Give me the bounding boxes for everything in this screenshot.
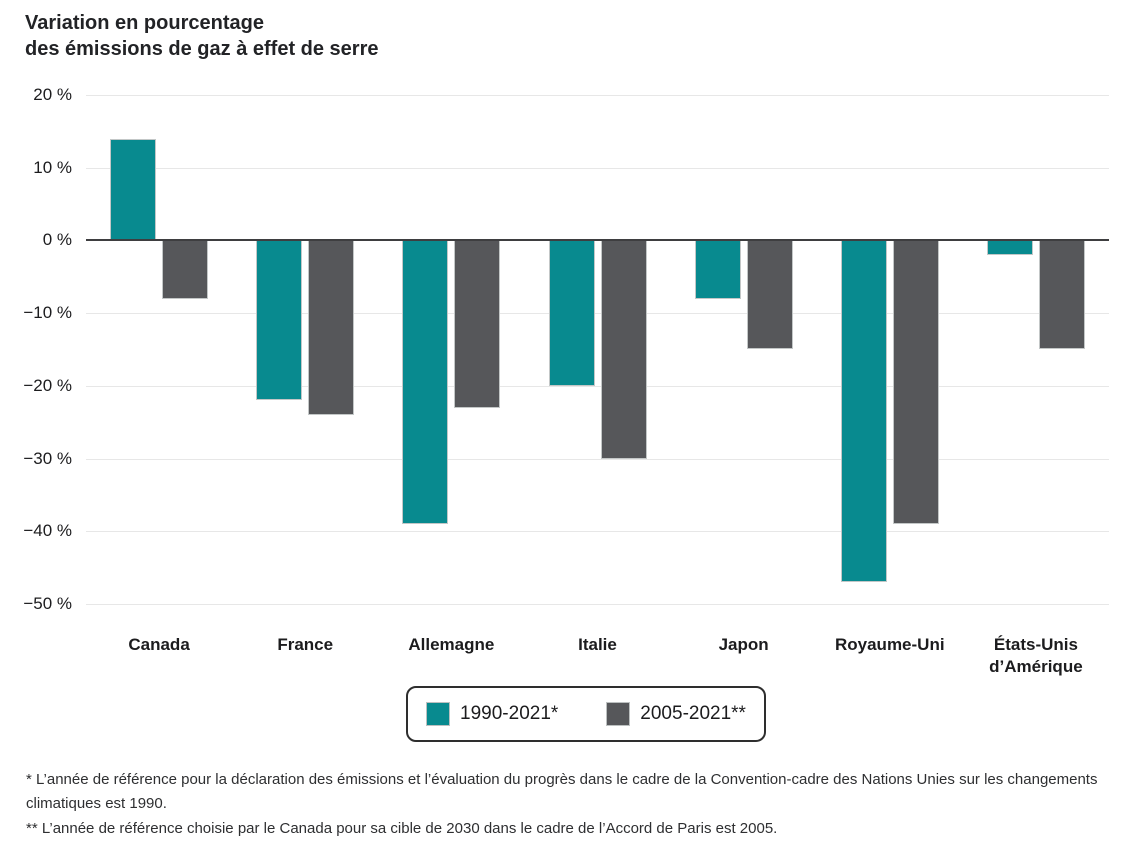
gridline	[86, 313, 1109, 315]
bar-1990-2021	[110, 138, 157, 241]
legend-swatch-1990-2021	[426, 702, 451, 726]
bar-1990-2021	[694, 240, 741, 299]
y-axis-tick-label: −40 %	[23, 521, 72, 541]
category-label: France	[277, 635, 334, 654]
bar-1990-2021	[402, 240, 449, 524]
footnote-2: ** L’année de référence choisie par le C…	[26, 820, 778, 837]
y-axis-tick-label: 20 %	[33, 85, 72, 104]
footnote-1: * L’année de référence pour la déclarati…	[26, 771, 1098, 812]
plot-area: 20 % 10 % 0 % −10 % −20 % −30 % −40 % −50 % Cana…	[23, 85, 1109, 676]
bar-2005-2021	[308, 240, 355, 415]
bar-1990-2021	[548, 240, 595, 386]
y-axis-tick-label: −10 %	[23, 303, 72, 323]
legend-item: 1990-2021*	[426, 702, 558, 726]
bar-1990-2021	[256, 240, 303, 401]
legend: 1990-2021* 2005-2021**	[406, 686, 766, 742]
legend-item-label: 2005-2021**	[640, 703, 746, 724]
gridline	[86, 458, 1109, 460]
gridline	[86, 385, 1109, 387]
bar-2005-2021	[600, 240, 647, 459]
y-axis-tick-label: −30 %	[23, 448, 72, 468]
bar-2005-2021	[454, 240, 501, 408]
gridline	[86, 604, 1109, 605]
y-axis-tick-label: −50 %	[23, 594, 72, 613]
legend-item-label: 1990-2021*	[460, 703, 559, 724]
legend-item: 2005-2021**	[606, 702, 746, 726]
bar-2005-2021	[892, 240, 939, 524]
bar-2005-2021	[1038, 240, 1085, 350]
bar-2005-2021	[162, 240, 209, 299]
category-label: États-Unis d’Amérique	[989, 635, 1083, 676]
gridline	[86, 167, 1109, 169]
category-label: Japon	[718, 635, 769, 654]
bar-2005-2021	[746, 240, 793, 350]
y-axis-tick-label: −20 %	[23, 375, 72, 395]
gridline	[86, 95, 1109, 96]
category-label: Allemagne	[408, 635, 495, 654]
gridline	[86, 531, 1109, 533]
y-axis-tick-label: 10 %	[33, 157, 72, 177]
category-label: Italie	[578, 635, 617, 654]
chart-title: Variation en pourcentage des émissions d…	[25, 12, 379, 60]
bar-1990-2021	[986, 240, 1033, 255]
y-axis-tick-label: 0 %	[42, 230, 72, 250]
category-label: Canada	[128, 635, 190, 654]
legend-swatch-2005-2021	[606, 702, 631, 726]
bar-1990-2021	[840, 240, 887, 583]
zero-axis-line	[86, 239, 1109, 242]
category-label: Royaume-Uni	[834, 635, 945, 654]
